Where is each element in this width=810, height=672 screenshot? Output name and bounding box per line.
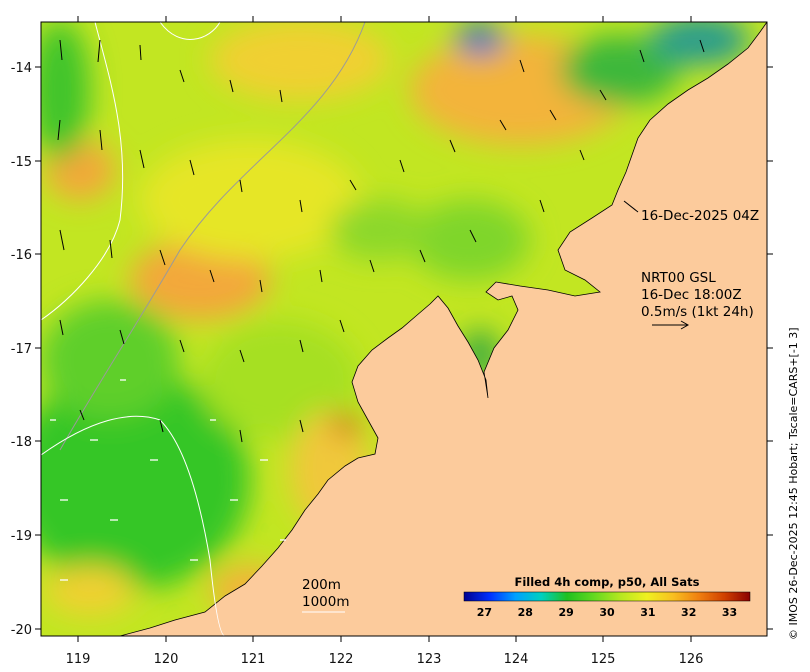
credit-label: © IMOS 26-Dec-2025 12:45 Hobart; Tscale=… <box>787 327 800 640</box>
lat-tick-18: -18 <box>11 435 32 450</box>
colorbar-tick-31: 31 <box>640 606 655 619</box>
annotations: 16-Dec-2025 04Z NRT00 GSL 16-Dec 18:00Z … <box>302 200 759 613</box>
colorbar: Filled 4h comp, p50, All Sats 27 28 29 30 31… <box>460 575 752 631</box>
lon-tick-122: 122 <box>329 652 354 667</box>
contour-200m <box>59 22 366 451</box>
lon-tick-120: 120 <box>154 652 179 667</box>
colorbar-tick-27: 27 <box>477 606 492 619</box>
lat-axis: -14 -15 -16 -17 -18 -19 -20 <box>11 61 773 638</box>
lon-tick-126: 126 <box>679 652 704 667</box>
map-frame <box>41 22 767 636</box>
colorbar-ramp <box>463 591 751 602</box>
pass-time-label: 16-Dec-2025 04Z <box>641 208 759 224</box>
lon-tick-124: 124 <box>504 652 529 667</box>
lon-axis: 119 120 121 122 123 124 125 126 <box>66 16 704 667</box>
model-name-label: NRT00 GSL <box>641 270 716 286</box>
plot-frame <box>40 21 768 637</box>
pass-pointer <box>623 200 639 213</box>
lat-tick-20: -20 <box>11 623 32 638</box>
sst-patches <box>41 22 750 615</box>
lon-tick-119: 119 <box>66 652 91 667</box>
colorbar-tick-32: 32 <box>681 606 696 619</box>
lat-tick-17: -17 <box>11 342 32 357</box>
contour-200m-loop <box>159 22 221 40</box>
vector-scale-label: 0.5m/s (1kt 24h) <box>641 304 754 320</box>
contour-1000m <box>41 415 226 636</box>
colorbar-backdrop <box>460 575 752 631</box>
lat-tick-15: -15 <box>11 155 32 170</box>
lon-tick-123: 123 <box>417 652 442 667</box>
current-vectors <box>57 39 705 443</box>
current-vectors-weak <box>50 379 286 581</box>
land-mass <box>119 22 767 636</box>
contour-200m-label: 200m <box>302 577 341 593</box>
lat-tick-16: -16 <box>11 248 32 263</box>
lat-tick-19: -19 <box>11 529 32 544</box>
colorbar-title: Filled 4h comp, p50, All Sats <box>515 575 700 589</box>
contour-1000m-north <box>41 22 124 321</box>
colorbar-tick-28: 28 <box>518 606 533 619</box>
colorbar-tick-30: 30 <box>599 606 615 619</box>
lon-tick-125: 125 <box>591 652 616 667</box>
colorbar-ticks: 27 28 29 30 31 32 33 <box>477 606 737 619</box>
lat-tick-14: -14 <box>11 61 32 76</box>
colorbar-tick-33: 33 <box>722 606 737 619</box>
colorbar-tick-29: 29 <box>558 606 573 619</box>
model-time-label: 16-Dec 18:00Z <box>641 287 742 303</box>
lon-tick-121: 121 <box>241 652 266 667</box>
scale-arrow <box>652 320 690 330</box>
contour-1000m-label: 1000m <box>302 594 350 610</box>
